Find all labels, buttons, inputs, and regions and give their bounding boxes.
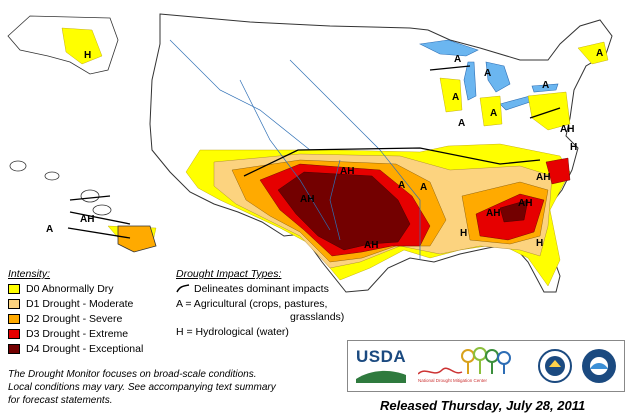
legend-item-d2: D2 Drought - Severe [8, 313, 122, 326]
svg-text:A: A [46, 224, 53, 235]
swatch-d4 [8, 344, 20, 355]
legend-item-d0: D0 Abnormally Dry [8, 283, 114, 296]
svg-text:A: A [420, 182, 427, 193]
impact-line-icon [176, 284, 190, 293]
impact-agricultural-cont: grasslands) [290, 311, 345, 323]
svg-text:AH: AH [80, 214, 94, 225]
swatch-d2 [8, 314, 20, 325]
svg-text:AH: AH [560, 124, 574, 135]
svg-text:AH: AH [536, 172, 550, 183]
usda-swoosh [356, 370, 406, 383]
footnote: The Drought Monitor focuses on broad-sca… [8, 369, 276, 406]
ndmc-logo: National Drought Mitigation Center [417, 346, 518, 388]
partner-logos: USDA National Drought Mitigation Center [347, 340, 625, 392]
svg-text:A: A [484, 68, 491, 79]
release-date: Released Thursday, July 28, 2011 [380, 398, 586, 413]
svg-text:H: H [84, 50, 91, 61]
rivers [169, 39, 421, 260]
svg-text:AH: AH [518, 198, 532, 209]
noaa-seal-icon [582, 349, 616, 383]
svg-text:H: H [536, 238, 543, 249]
drought-map: A A A A A A A A A A AH AH AH AH AH AH AH… [7, 13, 613, 293]
legend-label: D1 Drought - Moderate [26, 298, 134, 310]
swatch-d0 [8, 284, 20, 295]
commerce-seal-icon [538, 349, 572, 383]
svg-text:H: H [570, 142, 577, 153]
legend-label: D0 Abnormally Dry [26, 283, 114, 295]
impact-hydrological: H = Hydrological (water) [176, 326, 289, 338]
legend-item-d1: D1 Drought - Moderate [8, 298, 133, 311]
svg-text:AH: AH [300, 194, 314, 205]
tree-icon [417, 347, 511, 375]
hawaii [9, 160, 157, 253]
lake-ontario [531, 83, 559, 93]
impact-lines [67, 65, 561, 239]
svg-text:A: A [398, 180, 405, 191]
legend-label: D2 Drought - Severe [26, 313, 123, 325]
svg-text:A: A [458, 118, 465, 129]
svg-text:A: A [542, 80, 549, 91]
lake-superior [419, 39, 479, 57]
legend-label: D3 Drought - Extreme [26, 328, 129, 340]
legend-item-d3: D3 Drought - Extreme [8, 328, 128, 341]
usda-logo: USDA [356, 347, 406, 385]
region-labels: A A A A A A A A A A AH AH AH AH AH AH AH… [46, 48, 603, 251]
legend-label: D4 Drought - Exceptional [26, 343, 144, 355]
svg-text:AH: AH [340, 166, 354, 177]
svg-text:H: H [460, 228, 467, 239]
svg-text:A: A [596, 48, 603, 59]
lake-huron [485, 61, 511, 93]
legend-item-d4: D4 Drought - Exceptional [8, 343, 143, 356]
lake-michigan [463, 61, 477, 101]
swatch-d3 [8, 329, 20, 340]
impact-title: Drought Impact Types: [176, 268, 282, 280]
svg-text:A: A [452, 92, 459, 103]
svg-text:AH: AH [486, 208, 500, 219]
impact-delineates: Delineates dominant impacts [176, 283, 329, 296]
impact-agricultural: A = Agricultural (crops, pastures, [176, 298, 328, 310]
svg-text:A: A [454, 54, 461, 65]
svg-text:AH: AH [364, 240, 378, 251]
svg-text:A: A [490, 108, 497, 119]
d4-areas [277, 171, 529, 251]
swatch-d1 [8, 299, 20, 310]
intensity-title: Intensity: [8, 268, 51, 280]
alaska [7, 15, 119, 75]
